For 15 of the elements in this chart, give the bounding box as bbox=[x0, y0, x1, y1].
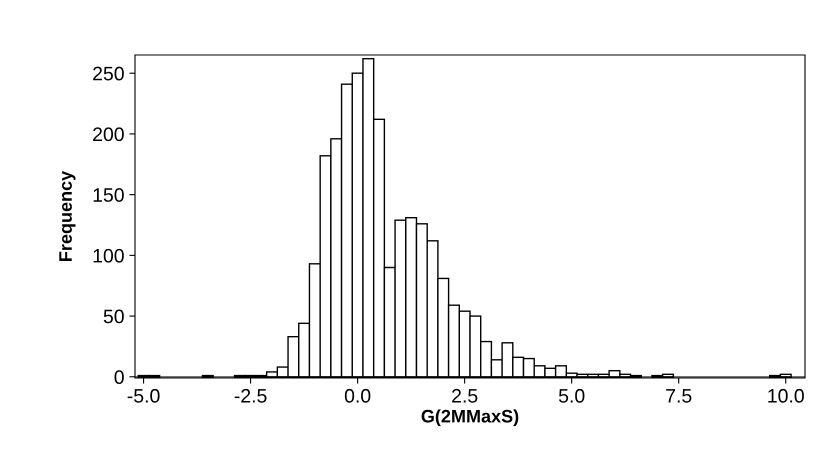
x-tick-label: 0.0 bbox=[344, 388, 370, 403]
y-tick-label: 50 bbox=[104, 310, 124, 324]
x-tick-label: -5.0 bbox=[128, 388, 160, 403]
x-tick-label: 2.5 bbox=[452, 388, 478, 403]
y-axis-title: Frequency bbox=[59, 170, 76, 261]
x-tick-label: 10.0 bbox=[768, 388, 804, 403]
y-tick-label: 100 bbox=[94, 248, 124, 263]
x-tick-label: 5.0 bbox=[558, 388, 584, 403]
x-tick-label: -2.5 bbox=[234, 388, 267, 403]
y-tick-label: 250 bbox=[93, 66, 124, 80]
y-tick-label: 200 bbox=[93, 127, 124, 142]
y-tick-label: 150 bbox=[94, 188, 124, 202]
x-tick-label: 7.5 bbox=[666, 389, 692, 403]
y-tick-label: 0 bbox=[114, 370, 124, 384]
x-axis-title: G(2MMaxS) bbox=[422, 409, 518, 426]
